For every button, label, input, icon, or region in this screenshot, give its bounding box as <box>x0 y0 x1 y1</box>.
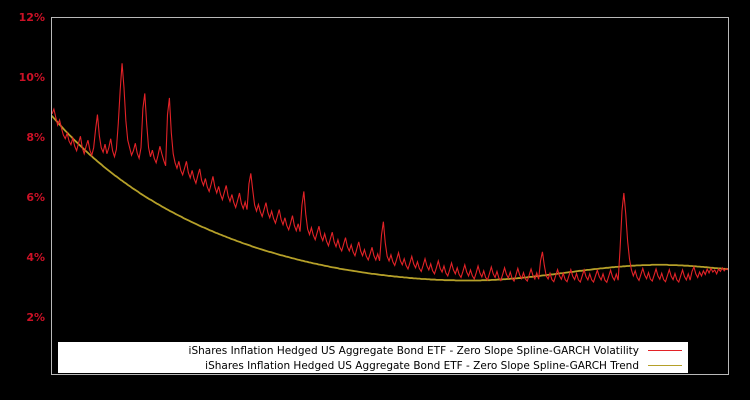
y-tick-6: 6% <box>26 191 45 204</box>
y-tick-8: 8% <box>26 131 45 144</box>
y-tick-4: 4% <box>26 251 45 264</box>
volatility-line-swatch <box>648 350 682 351</box>
y-axis-tick-labels: 12% 10% 8% 6% 4% 2% <box>0 0 45 400</box>
y-tick-2: 2% <box>26 311 45 324</box>
y-tick-10: 10% <box>18 71 45 84</box>
y-tick-12: 12% <box>18 11 45 24</box>
legend-label-volatility: iShares Inflation Hedged US Aggregate Bo… <box>188 344 639 357</box>
series-canvas <box>52 63 728 284</box>
plot-area <box>51 17 729 375</box>
legend-entry-volatility: iShares Inflation Hedged US Aggregate Bo… <box>58 343 688 358</box>
volatility-line <box>52 63 728 284</box>
trend-line-swatch <box>648 365 682 366</box>
legend-label-trend: iShares Inflation Hedged US Aggregate Bo… <box>205 359 639 372</box>
chart-legend: iShares Inflation Hedged US Aggregate Bo… <box>58 342 688 373</box>
trend-line <box>52 115 728 282</box>
legend-entry-trend: iShares Inflation Hedged US Aggregate Bo… <box>58 358 688 373</box>
